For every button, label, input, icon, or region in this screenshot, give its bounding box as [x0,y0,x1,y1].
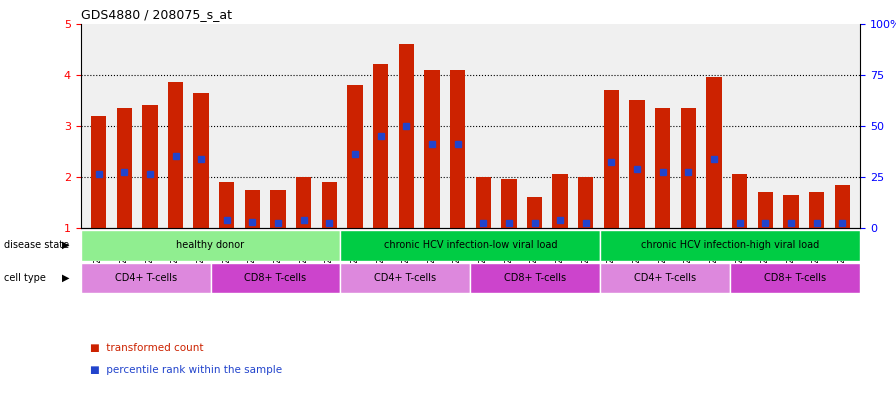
Text: CD4+ T-cells: CD4+ T-cells [634,273,696,283]
Bar [424,70,440,228]
Text: CD4+ T-cells: CD4+ T-cells [115,273,177,283]
Text: CD8+ T-cells: CD8+ T-cells [764,273,826,283]
Bar [655,108,670,228]
Bar [348,85,363,228]
Bar [90,116,107,228]
Bar [783,195,798,228]
Bar [629,100,645,228]
Text: disease state: disease state [4,240,70,250]
FancyBboxPatch shape [470,263,600,293]
Text: CD8+ T-cells: CD8+ T-cells [504,273,566,283]
Bar [142,105,158,228]
Text: ■  transformed count: ■ transformed count [90,343,203,353]
Bar [399,44,414,228]
Text: chronic HCV infection-low viral load: chronic HCV infection-low viral load [383,240,557,250]
Text: healthy donor: healthy donor [177,240,245,250]
Bar [296,177,312,228]
Bar [527,197,542,228]
Bar [245,189,260,228]
FancyBboxPatch shape [340,263,470,293]
Bar [220,182,235,228]
Bar [194,93,209,228]
FancyBboxPatch shape [730,263,860,293]
Bar [834,184,850,228]
Bar [476,177,491,228]
Text: chronic HCV infection-high viral load: chronic HCV infection-high viral load [642,240,819,250]
Text: cell type: cell type [4,273,47,283]
Text: CD8+ T-cells: CD8+ T-cells [245,273,306,283]
Bar [271,189,286,228]
Bar [116,108,132,228]
Bar [681,108,696,228]
Text: GDS4880 / 208075_s_at: GDS4880 / 208075_s_at [81,8,232,21]
FancyBboxPatch shape [340,230,600,261]
Bar [706,77,721,228]
Bar [450,70,465,228]
FancyBboxPatch shape [600,230,860,261]
Bar [604,90,619,228]
Bar [501,179,517,228]
Text: ▶: ▶ [63,273,70,283]
Bar [758,192,773,228]
Bar [553,174,568,228]
Bar [809,192,824,228]
FancyBboxPatch shape [600,263,730,293]
FancyBboxPatch shape [81,263,211,293]
Bar [168,83,183,228]
Bar [578,177,593,228]
FancyBboxPatch shape [81,230,340,261]
Bar [322,182,337,228]
FancyBboxPatch shape [211,263,340,293]
Bar [732,174,747,228]
Text: ▶: ▶ [63,240,70,250]
Bar [373,64,388,228]
Text: CD4+ T-cells: CD4+ T-cells [375,273,436,283]
Text: ■  percentile rank within the sample: ■ percentile rank within the sample [90,365,281,375]
